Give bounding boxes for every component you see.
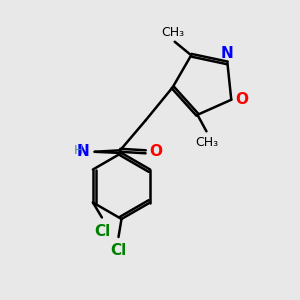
Text: H: H xyxy=(74,144,83,157)
Text: N: N xyxy=(76,144,89,159)
Text: CH₃: CH₃ xyxy=(195,136,218,149)
Text: O: O xyxy=(235,92,248,107)
Text: Cl: Cl xyxy=(110,243,127,258)
Text: N: N xyxy=(221,46,234,62)
Text: CH₃: CH₃ xyxy=(162,26,185,39)
Text: O: O xyxy=(150,144,163,159)
Text: Cl: Cl xyxy=(94,224,110,238)
